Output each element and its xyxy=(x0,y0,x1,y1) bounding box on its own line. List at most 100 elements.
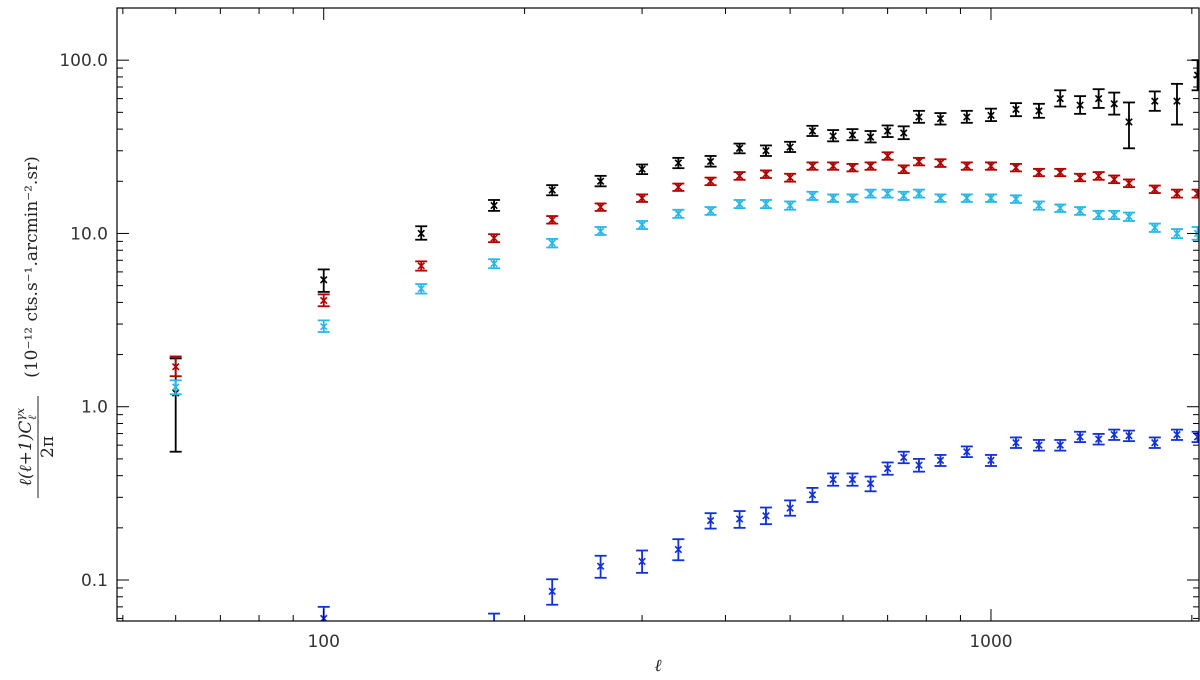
marker xyxy=(848,194,857,203)
series-1 xyxy=(169,151,1199,378)
y-axis-title-denominator: 2π xyxy=(38,436,58,458)
data-point-s1-12 xyxy=(806,161,819,171)
data-point-s1-14 xyxy=(846,162,859,173)
data-point-s1-30 xyxy=(1170,188,1183,199)
data-point-s1-13 xyxy=(827,161,840,171)
data-point-s1-31 xyxy=(1191,188,1199,199)
data-point-s0-2 xyxy=(415,225,428,241)
marker xyxy=(596,227,605,236)
plot-frame xyxy=(116,7,1200,622)
y-tick-label: 10.0 xyxy=(70,224,108,244)
data-point-s3-17 xyxy=(912,457,925,473)
data-point-s2-13 xyxy=(827,193,840,203)
marker xyxy=(829,194,837,203)
data-point-s1-8 xyxy=(704,176,717,187)
data-point-s1-2 xyxy=(415,260,428,272)
y-tick-label: 1.0 xyxy=(81,398,108,418)
data-point-s3-25 xyxy=(1092,432,1105,446)
marker xyxy=(1094,210,1103,219)
marker xyxy=(1125,117,1133,126)
marker xyxy=(596,203,605,212)
data-point-s1-7 xyxy=(672,182,685,192)
data-point-s0-21 xyxy=(984,107,997,122)
marker xyxy=(1076,432,1084,441)
marker xyxy=(883,127,892,136)
data-point-s2-17 xyxy=(897,190,910,201)
marker xyxy=(936,114,945,123)
marker xyxy=(808,162,817,171)
data-point-s0-18 xyxy=(912,109,925,124)
marker xyxy=(1110,430,1118,439)
data-point-s3-19 xyxy=(960,445,973,459)
data-point-s3-18 xyxy=(934,454,947,467)
marker xyxy=(883,189,892,198)
marker xyxy=(1056,204,1065,213)
data-point-s3-27 xyxy=(1122,429,1135,443)
marker xyxy=(762,170,770,179)
data-point-s2-23 xyxy=(1032,200,1045,211)
data-point-s0-8 xyxy=(704,155,717,168)
marker xyxy=(1173,189,1181,198)
data-point-s1-29 xyxy=(1148,184,1161,194)
marker xyxy=(987,456,995,465)
chart-marks xyxy=(169,59,1199,664)
data-point-s1-4 xyxy=(546,215,559,225)
marker xyxy=(915,461,923,470)
marker xyxy=(706,157,715,166)
data-point-s1-17 xyxy=(897,164,910,174)
data-point-s2-27 xyxy=(1108,209,1121,220)
data-point-s1-3 xyxy=(488,233,501,244)
data-point-s0-20 xyxy=(960,109,973,124)
data-point-s0-25 xyxy=(1074,95,1087,115)
marker xyxy=(1151,223,1159,232)
marker xyxy=(1035,441,1043,450)
marker xyxy=(786,504,794,513)
data-point-s1-15 xyxy=(864,161,877,171)
data-point-s3-29 xyxy=(1170,428,1183,441)
data-point-s0-19 xyxy=(934,112,947,126)
data-point-s2-16 xyxy=(881,188,894,199)
data-point-s1-18 xyxy=(912,156,925,167)
marker xyxy=(829,162,837,171)
data-point-s2-21 xyxy=(984,193,997,203)
data-point-s3-4 xyxy=(594,554,607,579)
marker xyxy=(786,143,794,152)
marker xyxy=(491,624,497,632)
data-point-s1-21 xyxy=(984,161,997,171)
data-point-s1-20 xyxy=(960,161,973,171)
marker xyxy=(735,171,744,180)
marker xyxy=(1076,173,1084,182)
marker xyxy=(1094,94,1103,103)
y-axis-title: ℓ(ℓ+1)Cγxℓ 2π (10⁻¹² cts.s⁻¹.arcmin⁻².sr… xyxy=(14,156,58,498)
marker xyxy=(866,189,875,198)
marker xyxy=(1056,168,1065,177)
data-point-s3-3 xyxy=(546,578,559,606)
marker xyxy=(899,453,908,462)
axis-ticks: 100 1000 0.1 1.0 10.0 100.0 xyxy=(59,7,1199,652)
marker xyxy=(987,194,995,203)
data-point-s3-7 xyxy=(704,512,717,530)
marker xyxy=(1035,201,1043,210)
marker xyxy=(786,173,794,182)
data-point-s0-7 xyxy=(672,156,685,170)
marker xyxy=(171,382,180,391)
marker xyxy=(1056,441,1065,450)
data-point-s3-23 xyxy=(1054,439,1067,452)
data-point-s0-1 xyxy=(317,268,330,293)
data-point-s2-29 xyxy=(1148,222,1161,233)
marker xyxy=(848,475,857,484)
marker xyxy=(548,239,556,248)
data-point-s3-10 xyxy=(784,499,797,517)
data-point-s3-28 xyxy=(1148,436,1161,449)
data-point-s2-30 xyxy=(1170,228,1183,240)
data-point-s2-24 xyxy=(1054,203,1067,213)
data-point-s2-8 xyxy=(704,206,717,216)
marker xyxy=(1193,189,1199,198)
data-point-s2-12 xyxy=(806,190,819,201)
data-point-s2-19 xyxy=(934,193,947,203)
data-point-s3-13 xyxy=(846,472,859,487)
data-point-s0-16 xyxy=(881,124,894,138)
data-point-s2-4 xyxy=(546,238,559,249)
marker xyxy=(490,234,498,243)
data-point-s3-1 xyxy=(415,631,427,664)
